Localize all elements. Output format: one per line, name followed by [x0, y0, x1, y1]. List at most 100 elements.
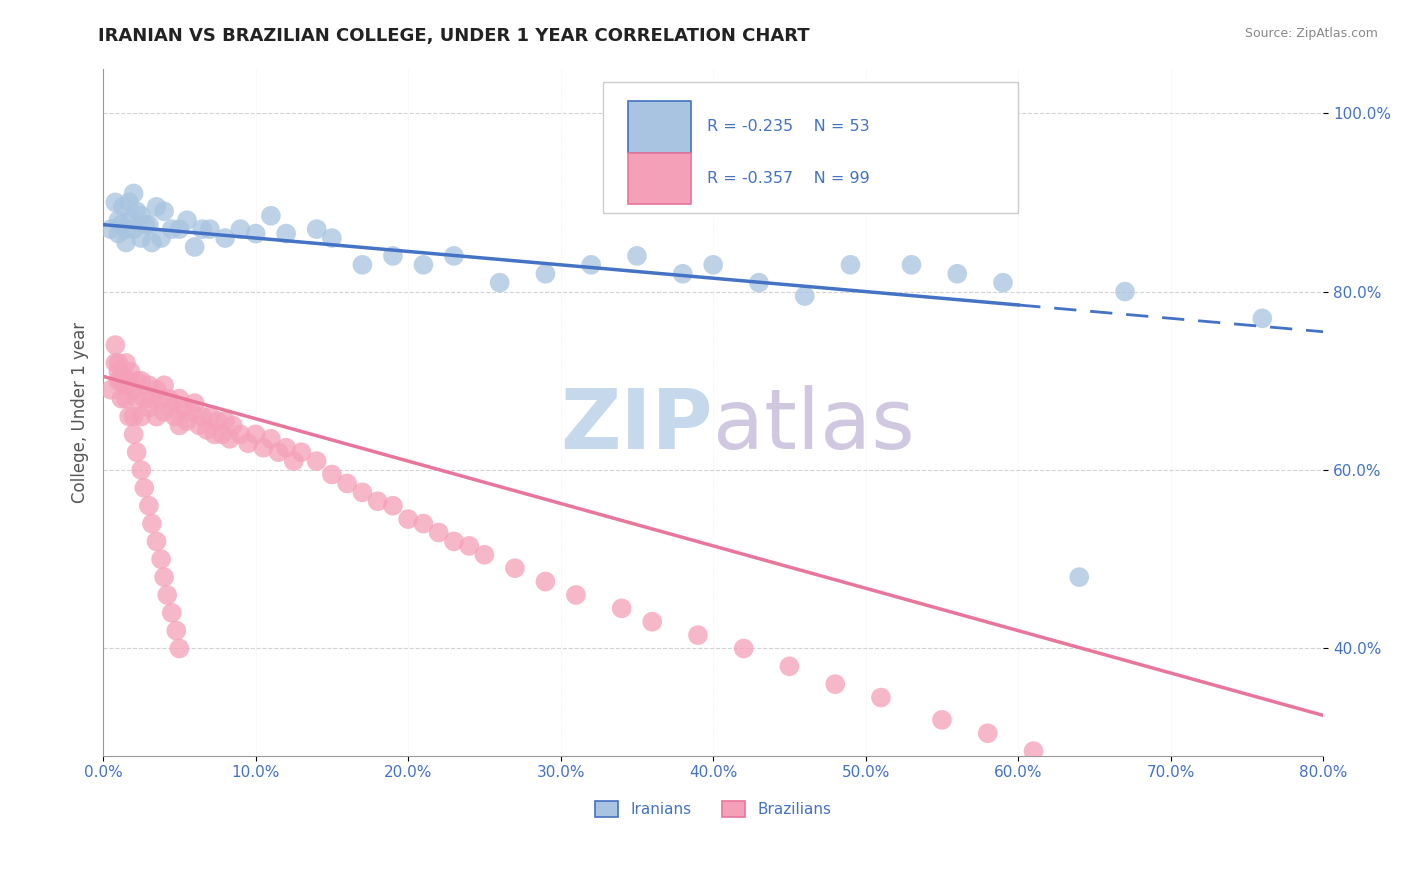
FancyBboxPatch shape: [603, 82, 1018, 213]
Point: [207, 414, 229, 428]
Point: [610, 601, 633, 615]
Point: [163, 409, 186, 424]
Point: [686, 628, 709, 642]
Point: [211, 427, 233, 442]
Point: [236, 436, 259, 450]
Point: [381, 249, 404, 263]
Point: [122, 383, 145, 397]
Point: [198, 409, 221, 424]
Point: [145, 534, 167, 549]
Point: [276, 227, 298, 241]
Point: [125, 392, 148, 406]
Point: [153, 204, 176, 219]
Point: [160, 222, 183, 236]
Point: [138, 401, 160, 415]
Point: [165, 624, 187, 638]
FancyBboxPatch shape: [628, 101, 692, 153]
Point: [412, 258, 434, 272]
FancyBboxPatch shape: [628, 153, 692, 204]
Point: [214, 231, 236, 245]
Point: [134, 481, 156, 495]
Point: [352, 258, 374, 272]
Point: [870, 690, 893, 705]
Point: [145, 383, 167, 397]
Point: [134, 392, 156, 406]
Point: [100, 222, 122, 236]
Point: [145, 409, 167, 424]
Point: [169, 222, 191, 236]
Point: [169, 418, 191, 433]
Point: [141, 392, 163, 406]
Point: [252, 441, 274, 455]
Point: [160, 606, 183, 620]
Point: [120, 213, 142, 227]
Point: [443, 534, 465, 549]
Point: [229, 222, 252, 236]
Point: [115, 356, 138, 370]
Point: [138, 499, 160, 513]
Point: [173, 401, 195, 415]
Point: [565, 588, 588, 602]
Point: [122, 186, 145, 201]
Point: [153, 570, 176, 584]
Point: [839, 258, 862, 272]
Point: [180, 405, 202, 419]
Point: [125, 374, 148, 388]
Point: [991, 276, 1014, 290]
Point: [443, 249, 465, 263]
Point: [107, 374, 129, 388]
Point: [111, 200, 134, 214]
Text: ZIP: ZIP: [561, 385, 713, 467]
Point: [381, 499, 404, 513]
Point: [183, 240, 205, 254]
Point: [900, 258, 922, 272]
Point: [115, 378, 138, 392]
Point: [321, 467, 343, 482]
Point: [229, 427, 252, 442]
Point: [107, 365, 129, 379]
Point: [367, 494, 389, 508]
Text: atlas: atlas: [713, 385, 915, 467]
Point: [169, 392, 191, 406]
Point: [352, 485, 374, 500]
Text: R = -0.235    N = 53: R = -0.235 N = 53: [707, 120, 870, 135]
Point: [260, 432, 283, 446]
Point: [157, 392, 180, 406]
Point: [145, 200, 167, 214]
Point: [100, 383, 122, 397]
Text: Source: ZipAtlas.com: Source: ZipAtlas.com: [1244, 27, 1378, 40]
Point: [176, 213, 198, 227]
Y-axis label: College, Under 1 year: College, Under 1 year: [72, 321, 89, 502]
Point: [793, 289, 815, 303]
Point: [748, 276, 770, 290]
Point: [122, 222, 145, 236]
Point: [1189, 802, 1212, 816]
Point: [153, 378, 176, 392]
Point: [107, 227, 129, 241]
Point: [260, 209, 283, 223]
Point: [104, 338, 127, 352]
Point: [150, 392, 173, 406]
Point: [160, 401, 183, 415]
Point: [267, 445, 290, 459]
Point: [107, 356, 129, 370]
Point: [412, 516, 434, 531]
Point: [135, 218, 157, 232]
Point: [218, 432, 240, 446]
Point: [733, 641, 755, 656]
Point: [1129, 784, 1152, 798]
Point: [1069, 762, 1091, 776]
Point: [977, 726, 1000, 740]
Point: [245, 427, 267, 442]
Text: R = -0.357    N = 99: R = -0.357 N = 99: [707, 171, 870, 186]
Point: [138, 378, 160, 392]
Point: [129, 463, 152, 477]
Point: [118, 374, 141, 388]
Point: [641, 615, 664, 629]
Point: [195, 423, 218, 437]
Point: [214, 414, 236, 428]
Point: [204, 427, 226, 442]
Point: [626, 249, 648, 263]
Point: [188, 418, 211, 433]
Point: [107, 213, 129, 227]
